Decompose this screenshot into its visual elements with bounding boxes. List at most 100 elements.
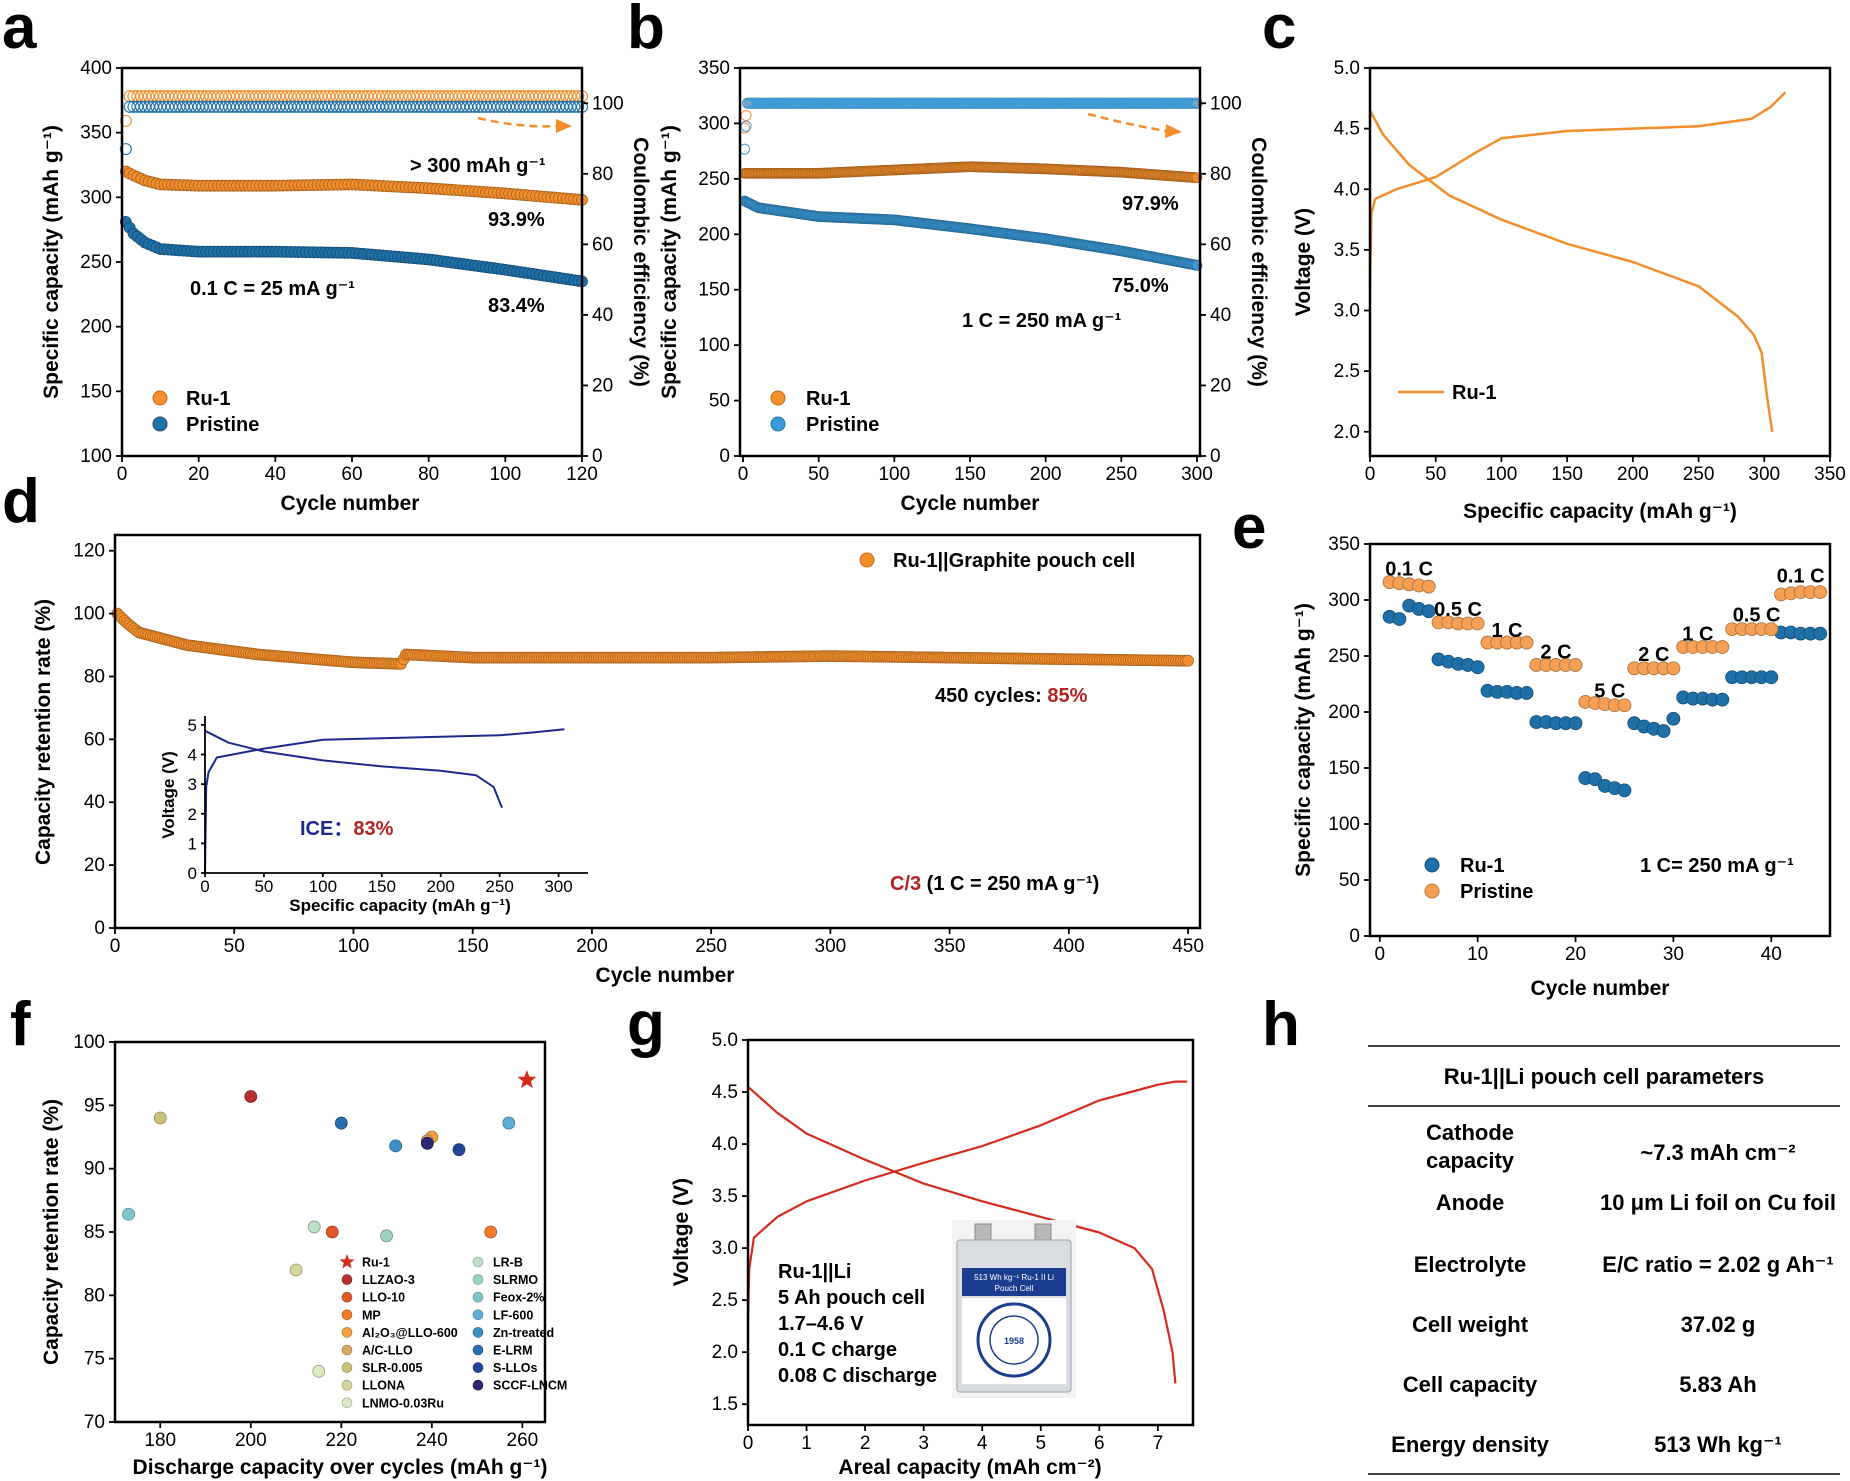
legend-star xyxy=(339,1254,355,1269)
y-tick-label: 150 xyxy=(1328,758,1360,779)
x-tick-label: 350 xyxy=(1814,464,1846,485)
panel-d-rate-black: (1 C = 250 mA g⁻¹) xyxy=(921,873,1099,895)
panel-f-ylabel: Capacity retention rate (%) xyxy=(40,1099,63,1365)
pouch-cell-tab-right xyxy=(1034,1223,1052,1241)
rate-label: 5 C xyxy=(1594,681,1625,703)
y-tick-label: 1 xyxy=(188,834,197,853)
panel-a-legend-pristine-marker xyxy=(152,416,168,432)
panel-g-frame xyxy=(746,1038,1195,1427)
x-tick-label: 0 xyxy=(1365,464,1376,485)
x-tick-label: 250 xyxy=(1105,464,1137,485)
legend-marker xyxy=(472,1379,484,1391)
panel-d-ylabel: Capacity retention rate (%) xyxy=(32,599,55,865)
literature-point xyxy=(380,1229,393,1243)
y2-tick-label: 20 xyxy=(592,375,613,396)
table-param: capacity xyxy=(1426,1148,1515,1173)
y-tick-label: 3.5 xyxy=(712,1186,738,1207)
x-tick-label: 300 xyxy=(544,877,572,896)
table-value: 37.02 g xyxy=(1681,1312,1756,1337)
panel-g-note-4: 0.1 C charge xyxy=(778,1339,897,1361)
legend-label: SLRMO xyxy=(493,1273,538,1287)
x-tick-label: 450 xyxy=(1172,936,1204,957)
rate-label: 2 C xyxy=(1540,642,1571,664)
panel-a-arrow-head xyxy=(556,119,572,133)
y-tick-label: 85 xyxy=(84,1222,105,1243)
panel-a-legend-pristine: Pristine xyxy=(186,414,259,436)
y-tick-label: 0 xyxy=(94,918,105,939)
panel-c: 0 50 100 150 200 250 300 350 2.0 2.5 3.0 3.5 4.0 4.5 5… xyxy=(1334,58,1846,485)
y-tick-label: 20 xyxy=(84,855,105,876)
panel-g-note-5: 0.08 C discharge xyxy=(778,1365,937,1387)
panel-e-rate-note: 1 C= 250 mA g⁻¹ xyxy=(1640,855,1794,877)
ce-point xyxy=(119,114,132,127)
legend-label: S-LLOs xyxy=(493,1361,537,1375)
x-tick-label: 7 xyxy=(1153,1433,1164,1454)
rate-point xyxy=(1764,622,1779,637)
y-tick-label: 80 xyxy=(84,666,105,687)
y-tick-label: 60 xyxy=(84,729,105,750)
rate-label: 1 C xyxy=(1491,620,1522,642)
panel-b-ru1-retention: 97.9% xyxy=(1122,193,1179,215)
legend-marker xyxy=(472,1362,484,1373)
table-body: Cathode capacity ~7.3 mAh cm⁻² Anode 10 μm L… xyxy=(1391,1120,1836,1457)
voltage-curve xyxy=(1368,91,1787,287)
x-tick-label: 150 xyxy=(457,936,489,957)
x-tick-label: 1 xyxy=(801,1433,812,1454)
literature-point xyxy=(244,1090,258,1103)
ce-point xyxy=(568,100,581,113)
panel-c-axes: 0 50 100 150 200 250 300 350 2.0 2.5 3.0 3.5 4.0 4.5 5… xyxy=(1334,58,1846,485)
x-tick-label: 0 xyxy=(117,464,128,485)
panel-f-legend: Ru-1 LLZAO-3 LLO-10 MP Al₂O₃@LLO-600 A/C-LLO S… xyxy=(339,1254,567,1410)
x-tick-label: 240 xyxy=(416,1430,448,1451)
voltage-curve xyxy=(746,1080,1188,1321)
ce-point xyxy=(740,110,752,122)
y-tick-label: 1.5 xyxy=(712,1394,738,1415)
y-tick-label: 3 xyxy=(188,775,197,794)
y-tick-label: 250 xyxy=(1328,646,1360,667)
x-tick-label: 3 xyxy=(918,1433,929,1454)
y-tick-label: 200 xyxy=(1328,702,1360,723)
panel-a: 0 20 40 60 80 100 120 100 150 200 250 300 350 400 0 20 4… xyxy=(80,58,623,485)
y-tick-label: 75 xyxy=(84,1349,105,1370)
legend-label: A/C-LLO xyxy=(362,1344,413,1358)
legend-marker xyxy=(341,1327,353,1338)
y-tick-label: 0 xyxy=(719,446,730,467)
x-tick-label: 0 xyxy=(200,877,209,896)
legend-label: SCCF-LNCM xyxy=(493,1379,567,1393)
literature-point xyxy=(289,1263,303,1277)
panel-label-b: b xyxy=(627,0,665,62)
legend-label: LR-B xyxy=(493,1256,523,1270)
panel-f: 180 200 220 240 260 70 75 80 85 90 95 100 Ru-1 LLZAO… xyxy=(73,1032,567,1451)
panel-c-marks xyxy=(1368,91,1787,432)
panel-g-marks xyxy=(746,1080,1188,1384)
y-tick-label: 50 xyxy=(709,391,730,412)
panel-e-legend-pristine-marker xyxy=(1424,883,1440,899)
y-tick-label: 100 xyxy=(1328,814,1360,835)
x-tick-label: 20 xyxy=(1565,944,1586,965)
panel-a-legend-ru1-marker xyxy=(152,390,168,406)
panel-e-rate-labels: 0.1 C0.5 C1 C2 C5 C2 C1 C0.5 C0.1 C xyxy=(1385,559,1824,703)
panel-b-marks xyxy=(739,97,1203,271)
y-tick-label: 100 xyxy=(73,1032,105,1053)
x-tick-label: 4 xyxy=(977,1433,988,1454)
retention-point xyxy=(1182,654,1194,667)
table-value: 513 Wh kg⁻¹ xyxy=(1654,1432,1782,1457)
rate-point xyxy=(1470,616,1485,631)
pouch-cell-label-line1: 513 Wh kg⁻¹ Ru-1 II Li xyxy=(974,1273,1054,1282)
literature-point xyxy=(334,1116,348,1130)
x-tick-label: 50 xyxy=(254,877,273,896)
literature-point xyxy=(452,1143,466,1157)
panel-d-legend-marker xyxy=(859,552,875,568)
x-tick-label: 250 xyxy=(485,877,513,896)
literature-point xyxy=(312,1364,326,1378)
panel-a-xlabel: Cycle number xyxy=(281,492,420,515)
rate-point xyxy=(1764,670,1779,685)
panel-g-xlabel: Areal capacity (mAh cm⁻²) xyxy=(838,1456,1101,1479)
x-tick-label: 250 xyxy=(695,936,727,957)
y-tick-label: 2 xyxy=(188,805,197,824)
x-tick-label: 50 xyxy=(808,464,829,485)
x-tick-label: 0 xyxy=(110,936,121,957)
table-value: ~7.3 mAh cm⁻² xyxy=(1640,1140,1795,1165)
panel-d-inset-xlabel: Specific capacity (mAh g⁻¹) xyxy=(289,896,511,915)
panel-d-marks xyxy=(111,607,1194,670)
